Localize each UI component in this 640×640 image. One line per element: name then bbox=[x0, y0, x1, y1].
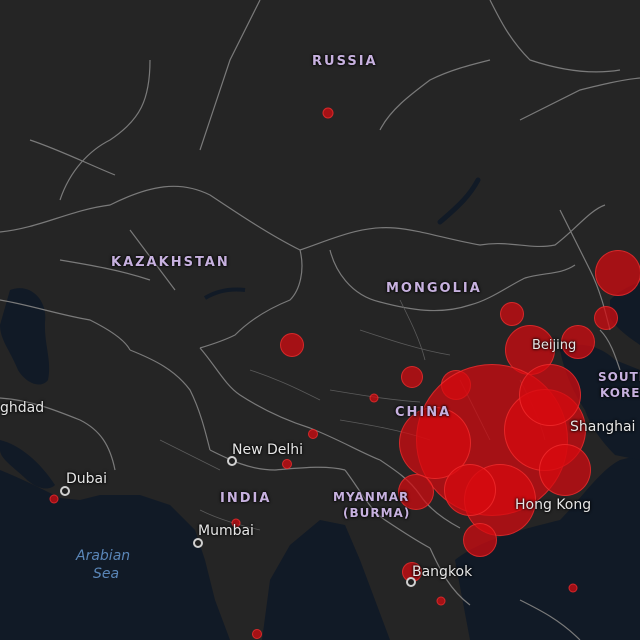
case-marker[interactable] bbox=[231, 518, 241, 528]
case-marker[interactable] bbox=[444, 464, 496, 516]
bay-of-bengal-water bbox=[262, 520, 390, 640]
case-marker[interactable] bbox=[401, 366, 423, 388]
case-marker[interactable] bbox=[252, 629, 262, 639]
lake-baikal-water bbox=[437, 177, 481, 225]
sea-of-japan-water bbox=[610, 282, 640, 345]
case-marker[interactable] bbox=[568, 583, 578, 593]
case-marker[interactable] bbox=[282, 459, 292, 469]
city-dot-new-delhi[interactable] bbox=[227, 456, 237, 466]
east-china-sea-water bbox=[560, 344, 640, 460]
city-dot-mumbai[interactable] bbox=[193, 538, 203, 548]
case-marker[interactable] bbox=[322, 107, 334, 119]
case-marker[interactable] bbox=[595, 250, 640, 296]
case-marker[interactable] bbox=[369, 393, 379, 403]
case-marker[interactable] bbox=[280, 333, 304, 357]
case-marker[interactable] bbox=[500, 302, 524, 326]
city-dot-bangkok[interactable] bbox=[406, 577, 416, 587]
case-marker[interactable] bbox=[561, 325, 595, 359]
case-marker[interactable] bbox=[463, 523, 497, 557]
case-marker[interactable] bbox=[308, 429, 318, 439]
caspian-sea-water bbox=[0, 288, 50, 385]
case-marker[interactable] bbox=[398, 474, 434, 510]
city-dot-dubai[interactable] bbox=[60, 486, 70, 496]
case-marker[interactable] bbox=[436, 596, 446, 606]
case-marker[interactable] bbox=[399, 407, 471, 479]
persian-gulf-water bbox=[0, 440, 55, 489]
case-marker[interactable] bbox=[49, 494, 59, 504]
case-marker[interactable] bbox=[594, 306, 618, 330]
arabian-sea-water bbox=[0, 470, 230, 640]
case-marker[interactable] bbox=[539, 444, 591, 496]
lake-balkhash-water bbox=[203, 287, 246, 300]
case-marker[interactable] bbox=[519, 364, 581, 426]
south-china-sea-water bbox=[455, 455, 640, 640]
